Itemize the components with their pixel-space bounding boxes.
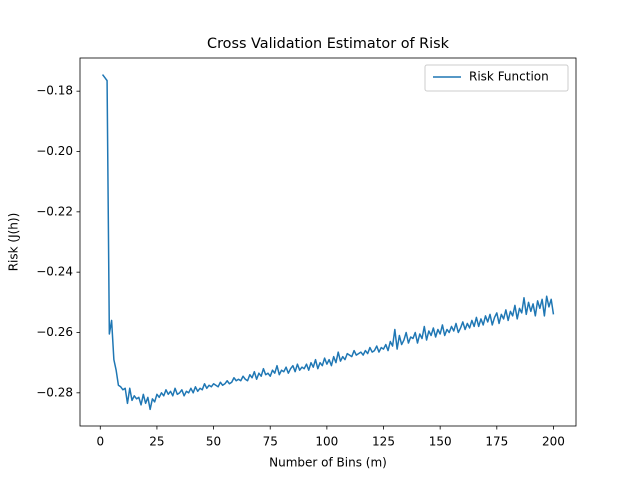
line-series: [101, 74, 555, 411]
x-tick-label: 0: [96, 435, 104, 449]
x-tick-label: 50: [206, 435, 221, 449]
legend-label: Risk Function: [469, 70, 549, 84]
x-axis-label: Number of Bins (m): [269, 456, 387, 470]
x-tick-label: 100: [315, 435, 338, 449]
x-tick-label: 175: [485, 435, 508, 449]
plot-frame: [79, 57, 577, 427]
y-tick-label: −0.26: [36, 325, 73, 339]
x-tick-label: 25: [149, 435, 164, 449]
y-tick-label: −0.24: [36, 265, 73, 279]
x-tick-label: 125: [372, 435, 395, 449]
y-tick-label: −0.20: [36, 144, 73, 158]
x-tick-label: 200: [542, 435, 565, 449]
legend-box: [424, 64, 569, 92]
chart-title: Cross Validation Estimator of Risk: [207, 36, 450, 52]
y-tick-label: −0.28: [36, 385, 73, 399]
x-tick-label: 75: [263, 435, 278, 449]
y-tick-label: −0.18: [36, 84, 73, 98]
y-tick-label: −0.22: [36, 204, 73, 218]
x-tick-label: 150: [429, 435, 452, 449]
y-axis-label: Risk (J(h)): [7, 213, 21, 272]
